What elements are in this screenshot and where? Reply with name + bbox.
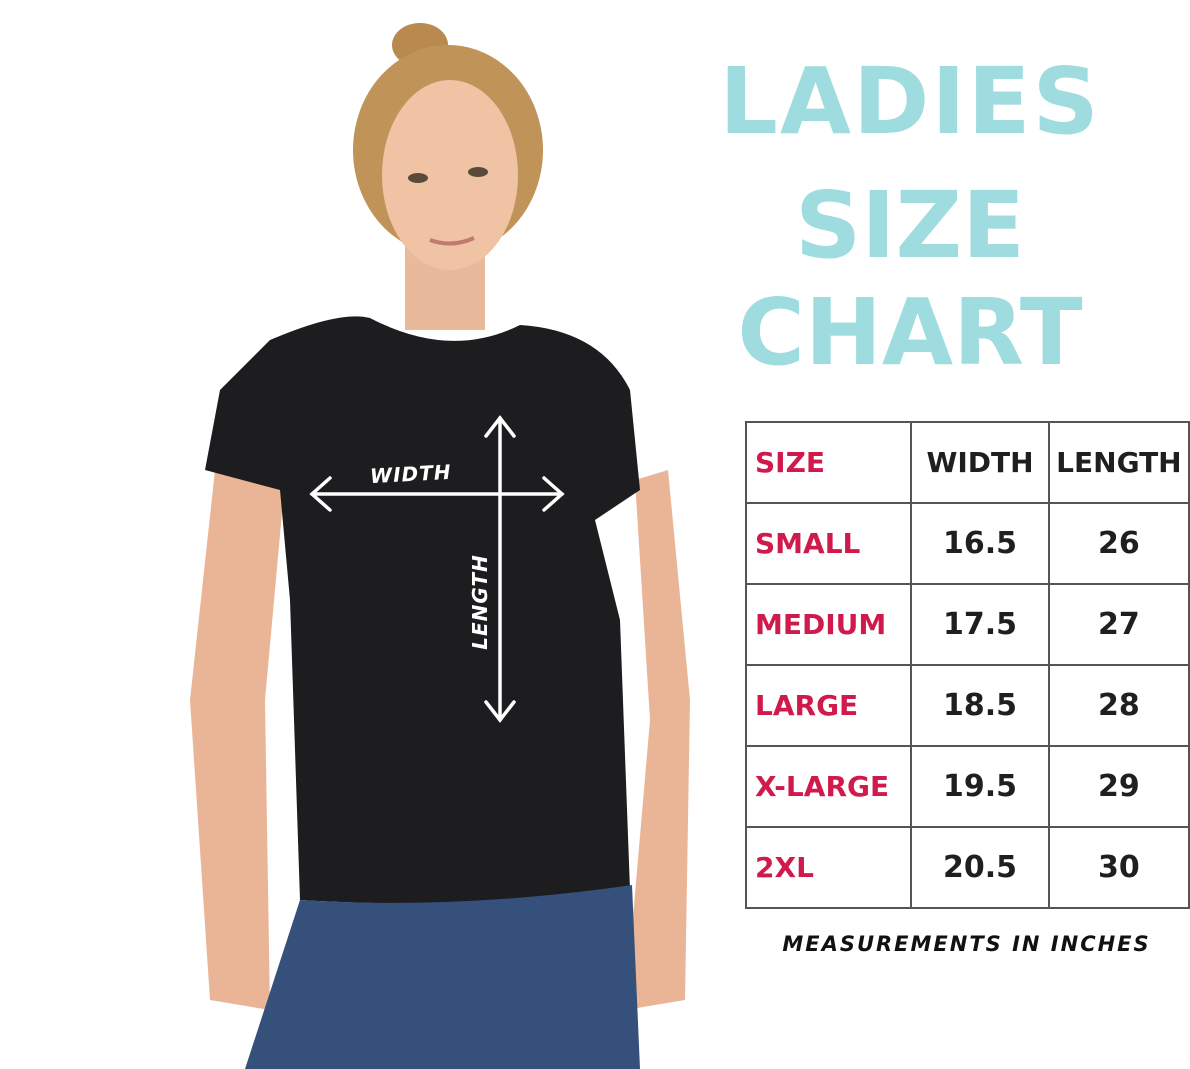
- length-cell: 30: [1047, 826, 1190, 909]
- table-header-row: SIZE WIDTH LENGTH: [744, 421, 1190, 504]
- header-length: LENGTH: [1047, 421, 1190, 504]
- header-size: SIZE: [744, 421, 913, 504]
- size-cell: 2XL: [744, 826, 913, 909]
- size-table: SIZE WIDTH LENGTH SMALL 16.5 26 MEDIUM 1…: [744, 421, 1190, 909]
- length-cell: 29: [1047, 745, 1190, 828]
- length-cell: 27: [1047, 583, 1190, 666]
- size-cell: X-LARGE: [744, 745, 913, 828]
- size-cell: SMALL: [744, 502, 913, 585]
- width-cell: 19.5: [910, 745, 1050, 828]
- table-row: X-LARGE 19.5 29: [744, 745, 1190, 828]
- measurement-note: MEASUREMENTS IN INCHES: [782, 932, 1151, 956]
- width-label: WIDTH: [369, 459, 453, 489]
- width-cell: 20.5: [910, 826, 1050, 909]
- length-cell: 28: [1047, 664, 1190, 747]
- length-label: LENGTH: [467, 554, 492, 650]
- width-cell: 16.5: [910, 502, 1050, 585]
- table-row: 2XL 20.5 30: [744, 826, 1190, 909]
- table-row: LARGE 18.5 28: [744, 664, 1190, 747]
- width-cell: 17.5: [910, 583, 1050, 666]
- header-width: WIDTH: [910, 421, 1050, 504]
- table-row: MEDIUM 17.5 27: [744, 583, 1190, 666]
- length-cell: 26: [1047, 502, 1190, 585]
- width-cell: 18.5: [910, 664, 1050, 747]
- title-line-1: LADIES: [719, 48, 1101, 155]
- model-photo: [190, 23, 690, 1069]
- size-cell: LARGE: [744, 664, 913, 747]
- title-line-2: SIZE CHART: [737, 172, 1083, 386]
- size-cell: MEDIUM: [744, 583, 913, 666]
- table-row: SMALL 16.5 26: [744, 502, 1190, 585]
